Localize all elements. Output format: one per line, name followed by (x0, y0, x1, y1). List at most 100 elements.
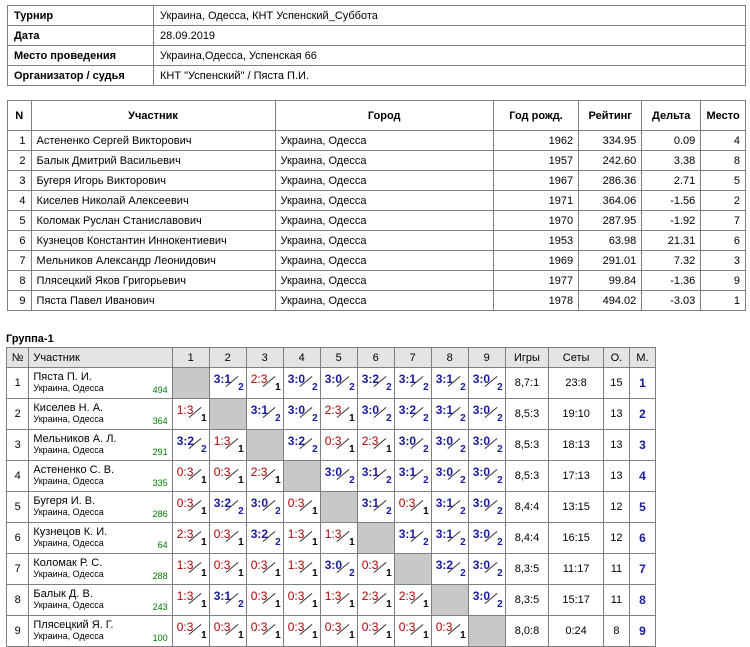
match-result: 1:3 1 (171, 553, 210, 585)
col-points: О. (602, 347, 630, 368)
participant-cell: Украина, Одесса (274, 190, 494, 211)
row-place: 9 (628, 615, 657, 647)
group-row: 9 Плясецкий Я. Г. Украина, Одесса 100 0:3 1 0:… (5, 615, 657, 647)
set-score: 3:0 (472, 464, 491, 479)
player-city: Украина, Одесса (33, 631, 104, 641)
match-result: 3:2 2 (430, 553, 469, 585)
match-points: 1 (275, 567, 281, 579)
participant-cell: Коломак Руслан Станиславович (30, 210, 276, 231)
row-sets: 18:13 (548, 429, 604, 461)
match-result: 3:2 2 (282, 429, 321, 461)
group-title: Группа-1 (6, 333, 54, 345)
set-score: 3:2 (287, 433, 306, 448)
match-points: 2 (312, 381, 318, 393)
match-points: 2 (497, 412, 503, 424)
score-box: 3:2 2 (212, 495, 244, 517)
set-score: 3:0 (324, 464, 343, 479)
participant-cell: 5 (700, 170, 746, 191)
match-result: 0:3 1 (171, 491, 210, 523)
match-result: 3:0 2 (282, 398, 321, 430)
match-result: 3:0 2 (467, 553, 506, 585)
participant-cell: 364.06 (578, 190, 643, 211)
match-result: 3:0 2 (245, 491, 284, 523)
participant-cell: 1978 (492, 290, 580, 311)
match-result: 0:3 1 (208, 460, 247, 492)
participant-row: 5 Коломак Руслан Станиславович Украина, Од… (7, 210, 746, 231)
set-score: 3:0 (472, 557, 491, 572)
score-box: 3:0 2 (471, 557, 503, 579)
participant-cell: 2 (7, 150, 32, 171)
row-sets: 11:17 (548, 553, 604, 585)
match-result: 0:3 1 (245, 615, 284, 647)
match-result: 0:3 1 (208, 615, 247, 647)
match-points: 2 (460, 412, 466, 424)
set-score: 3:0 (472, 588, 491, 603)
match-points: 2 (497, 443, 503, 455)
row-number: 2 (5, 398, 30, 430)
match-result: 3:0 2 (467, 367, 506, 399)
match-points: 1 (238, 567, 244, 579)
participant-cell: Украина, Одесса (274, 250, 494, 271)
set-score: 3:1 (250, 402, 269, 417)
set-score: 3:2 (213, 495, 232, 510)
col-opponent: 9 (467, 347, 506, 368)
match-points: 2 (201, 443, 207, 455)
match-result: 3:1 2 (430, 491, 469, 523)
group-row: 6 Кузнецов К. И. Украина, Одесса 64 2:3 1 0:3 1… (5, 522, 657, 554)
participant-cell: Украина, Одесса (274, 170, 494, 191)
set-score: 1:3 (287, 526, 305, 541)
match-points: 2 (275, 505, 281, 517)
participant-cell: Плясецкий Яков Григорьевич (30, 270, 276, 291)
col-place: М. (628, 347, 657, 368)
match-points: 2 (386, 412, 392, 424)
match-points: 2 (238, 381, 244, 393)
player-city: Украина, Одесса (33, 538, 104, 548)
player-name: Плясецкий Я. Г. (33, 619, 114, 631)
set-score: 1:3 (176, 557, 194, 572)
row-number: 4 (5, 460, 30, 492)
participant-cell: 334.95 (578, 130, 643, 151)
row-games: 8,4:4 (504, 522, 550, 554)
diagonal-cell (430, 584, 469, 616)
row-sets: 19:10 (548, 398, 604, 430)
group-row: 3 Мельников А. Л. Украина, Одесса 291 3:2 2 1:… (5, 429, 657, 461)
match-result: 0:3 1 (208, 522, 247, 554)
participant-cell: Украина, Одесса (274, 130, 494, 151)
set-score: 2:3 (361, 588, 379, 603)
match-result: 3:0 2 (467, 460, 506, 492)
participant-cell: 3 (7, 170, 32, 191)
set-score: 0:3 (324, 619, 342, 634)
diagonal-cell (245, 429, 284, 461)
score-box: 3:0 2 (471, 433, 503, 455)
set-score: 3:0 (287, 402, 306, 417)
score-box: 1:3 1 (212, 433, 244, 455)
score-box: 0:3 1 (360, 557, 392, 579)
match-result: 3:0 2 (393, 429, 432, 461)
participant-cell: 6 (7, 230, 32, 251)
row-games: 8,4:4 (504, 491, 550, 523)
match-points: 1 (349, 412, 355, 424)
match-points: 1 (460, 629, 466, 641)
participant-cell: 242.60 (578, 150, 643, 171)
row-place: 2 (628, 398, 657, 430)
set-score: 3:1 (213, 371, 232, 386)
row-points: 15 (602, 367, 630, 399)
set-score: 2:3 (250, 464, 268, 479)
match-result: 3:1 2 (393, 460, 432, 492)
match-result: 0:3 1 (430, 615, 469, 647)
row-games: 8,3:5 (504, 584, 550, 616)
group-row: 5 Бугеря И. В. Украина, Одесса 286 0:3 1 3:2 2 3… (5, 491, 657, 523)
player-name: Коломак Р. С. (33, 557, 103, 569)
player-name: Пяста П. И. (33, 371, 92, 383)
set-score: 3:1 (435, 526, 454, 541)
match-points: 1 (201, 629, 207, 641)
set-score: 0:3 (213, 619, 231, 634)
score-box: 3:0 2 (471, 402, 503, 424)
score-box: 0:3 1 (212, 557, 244, 579)
player-city: Украина, Одесса (33, 414, 104, 424)
info-value: КНТ "Успенский" / Пяста П.И. (153, 65, 746, 86)
player-rating: 286 (152, 509, 168, 519)
match-result: 3:0 2 (467, 398, 506, 430)
participant-cell: Балык Дмитрий Васильевич (30, 150, 276, 171)
score-box: 3:0 2 (286, 371, 318, 393)
